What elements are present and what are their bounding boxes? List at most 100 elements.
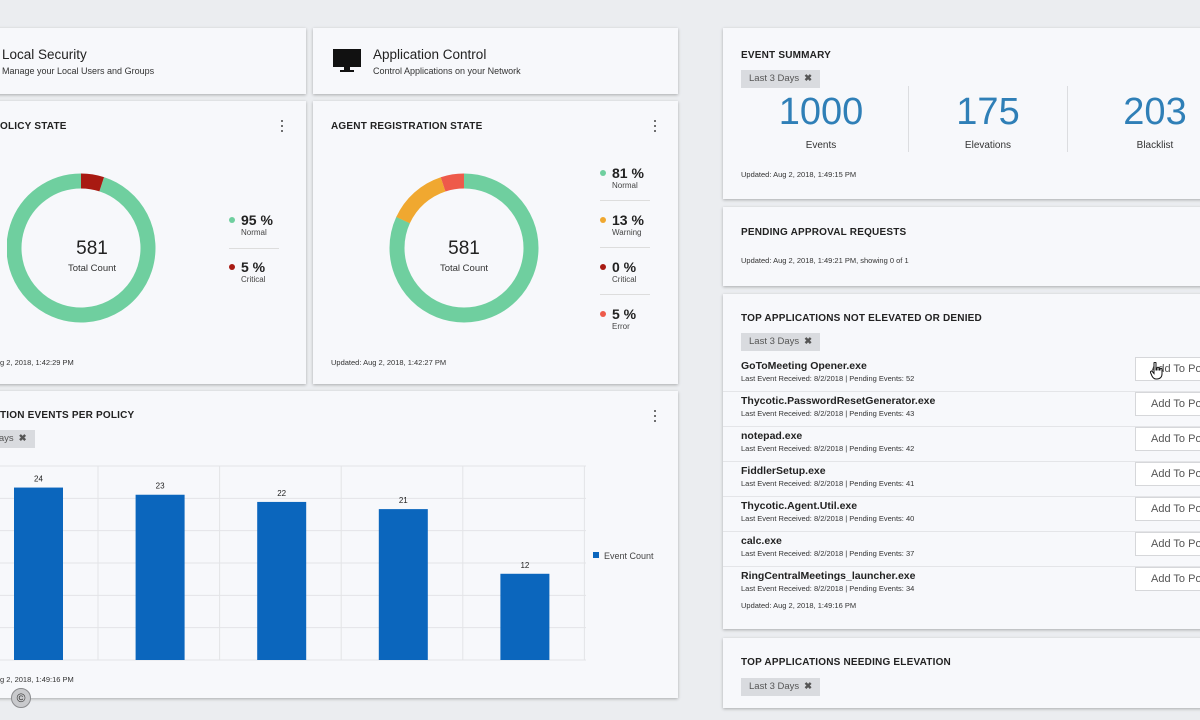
legend-item: 5 % Critical (229, 259, 289, 284)
app-meta: Last Event Received: 8/2/2018 | Pending … (741, 374, 915, 383)
kebab-menu-icon[interactable] (653, 120, 657, 132)
legend-swatch (593, 552, 599, 558)
summary-updated: Updated: Aug 2, 2018, 1:49:15 PM (741, 170, 857, 179)
legend-name: Normal (612, 181, 638, 190)
agent-total-label: Total Count (439, 263, 489, 274)
events-per-policy-card: TION EVENTS PER POLICY Days ✖ 24 23 22 21 12 … (0, 391, 678, 698)
bar-value-label: 23 (156, 482, 165, 491)
events-updated: g 2, 2018, 1:49:16 PM (0, 675, 74, 684)
donut-segment-critical (7, 173, 156, 323)
top-needing-title: TOP APPLICATIONS NEEDING ELEVATION (741, 657, 951, 668)
local-security-title: Local Security (2, 47, 87, 62)
chip-label: Last 3 Days (749, 681, 800, 692)
add-to-policy-button[interactable]: Add To Po (1135, 567, 1200, 591)
bar-value-label: 21 (399, 496, 408, 505)
application-control-card[interactable]: Application Control Control Applications… (313, 28, 678, 94)
bar[interactable] (500, 573, 550, 660)
date-range-chip[interactable]: Last 3 Days ✖ (741, 678, 821, 696)
top-apps-card: TOP APPLICATIONS NOT ELEVATED OR DENIED … (723, 294, 1200, 629)
divider (908, 86, 909, 152)
legend-item: 95 % Normal (229, 212, 289, 237)
legend-item: 81 % Normal (600, 165, 660, 190)
agent-registration-card: AGENT REGISTRATION STATE 581 Total Count… (313, 101, 678, 384)
application-control-title: Application Control (373, 47, 487, 62)
hand-cursor-icon (1150, 362, 1163, 380)
kebab-menu-icon[interactable] (653, 410, 657, 422)
pending-approval-title: PENDING APPROVAL REQUESTS (741, 227, 907, 238)
close-icon[interactable]: ✖ (804, 73, 813, 84)
bar-value-label: 12 (520, 561, 529, 570)
legend-item: 5 % Error (600, 306, 660, 331)
donut-segment-warning (389, 173, 539, 323)
add-to-policy-button[interactable]: Add To Po (1135, 532, 1200, 556)
list-item: Thycotic.Agent.Util.exe Last Event Recei… (723, 497, 1200, 532)
app-name: Thycotic.Agent.Util.exe (741, 500, 858, 512)
bar[interactable] (378, 509, 428, 660)
legend-name: Normal (241, 228, 267, 237)
close-icon[interactable]: ✖ (18, 433, 27, 444)
legend-pct: 95 % (241, 212, 273, 228)
local-security-subtitle: Manage your Local Users and Groups (2, 66, 155, 76)
agent-updated: Updated: Aug 2, 2018, 1:42:27 PM (331, 358, 447, 367)
kebab-menu-icon[interactable] (280, 120, 284, 132)
close-icon[interactable]: ✖ (804, 681, 813, 692)
legend-item: 13 % Warning (600, 212, 660, 237)
policy-state-title: OLICY STATE (0, 121, 67, 132)
elevations-label: Elevations (964, 140, 1012, 151)
policy-state-donut (7, 173, 156, 323)
elevations-count: 175 (956, 91, 1020, 133)
events-per-policy-title: TION EVENTS PER POLICY (0, 410, 135, 421)
policy-updated: g 2, 2018, 1:42:29 PM (0, 358, 74, 367)
bar[interactable] (14, 487, 63, 660)
legend-name: Error (612, 322, 630, 331)
list-item: calc.exe Last Event Received: 8/2/2018 |… (723, 532, 1200, 567)
date-range-chip[interactable]: Days ✖ (0, 430, 35, 448)
legend-pct: 0 % (612, 259, 637, 275)
events-label: Events (805, 140, 837, 151)
event-summary-title: EVENT SUMMARY (741, 50, 832, 61)
bar-value-label: 22 (277, 489, 286, 498)
add-to-policy-button[interactable]: Add To Po (1135, 497, 1200, 521)
policy-total-count: 581 (76, 238, 108, 259)
policy-total-label: Total Count (67, 263, 117, 274)
top-needing-card: TOP APPLICATIONS NEEDING ELEVATION Last … (723, 638, 1200, 708)
agent-registration-title: AGENT REGISTRATION STATE (331, 121, 483, 132)
add-to-policy-button[interactable]: Add To Po (1135, 392, 1200, 416)
policy-state-card: OLICY STATE 581 Total Count 95 % Normal … (0, 101, 306, 384)
agent-registration-donut (389, 173, 539, 323)
donut-segment-normal (389, 173, 539, 323)
app-meta: Last Event Received: 8/2/2018 | Pending … (741, 409, 915, 418)
top-apps-title: TOP APPLICATIONS NOT ELEVATED OR DENIED (741, 313, 982, 324)
add-to-policy-button[interactable]: Add To Po (1135, 427, 1200, 451)
date-range-chip[interactable]: Last 3 Days ✖ (741, 333, 821, 351)
legend-name: Critical (612, 275, 637, 284)
app-meta: Last Event Received: 8/2/2018 | Pending … (741, 514, 915, 523)
legend-dot (600, 217, 606, 223)
list-item: Thycotic.PasswordResetGenerator.exe Last… (723, 392, 1200, 427)
list-item: GoToMeeting Opener.exe Last Event Receiv… (723, 357, 1200, 392)
donut-segment-error (389, 173, 539, 323)
date-range-chip[interactable]: Last 3 Days ✖ (741, 70, 821, 88)
legend-name: Warning (612, 228, 642, 237)
add-to-policy-button[interactable]: Add To Po (1135, 357, 1200, 381)
divider (1067, 86, 1068, 152)
legend-name: Critical (241, 275, 266, 284)
chip-label: Days (0, 433, 14, 444)
bar[interactable] (257, 501, 307, 660)
blacklist-count: 203 (1123, 91, 1187, 133)
local-security-card[interactable]: Local Security Manage your Local Users a… (0, 28, 306, 94)
bar[interactable] (135, 494, 185, 660)
legend-pct: 13 % (612, 212, 644, 228)
legend-dot (229, 217, 235, 223)
application-control-subtitle: Control Applications on your Network (373, 66, 521, 76)
chip-label: Last 3 Days (749, 73, 800, 84)
add-to-policy-button[interactable]: Add To Po (1135, 462, 1200, 486)
app-meta: Last Event Received: 8/2/2018 | Pending … (741, 444, 915, 453)
events-bar-chart: 24 23 22 21 12 Event Count (0, 465, 654, 661)
app-meta: Last Event Received: 8/2/2018 | Pending … (741, 549, 915, 558)
copyright-icon: © (11, 688, 31, 708)
close-icon[interactable]: ✖ (804, 336, 813, 347)
legend-pct: 81 % (612, 165, 644, 181)
app-name: RingCentralMeetings_launcher.exe (741, 570, 916, 582)
app-meta: Last Event Received: 8/2/2018 | Pending … (741, 479, 915, 488)
